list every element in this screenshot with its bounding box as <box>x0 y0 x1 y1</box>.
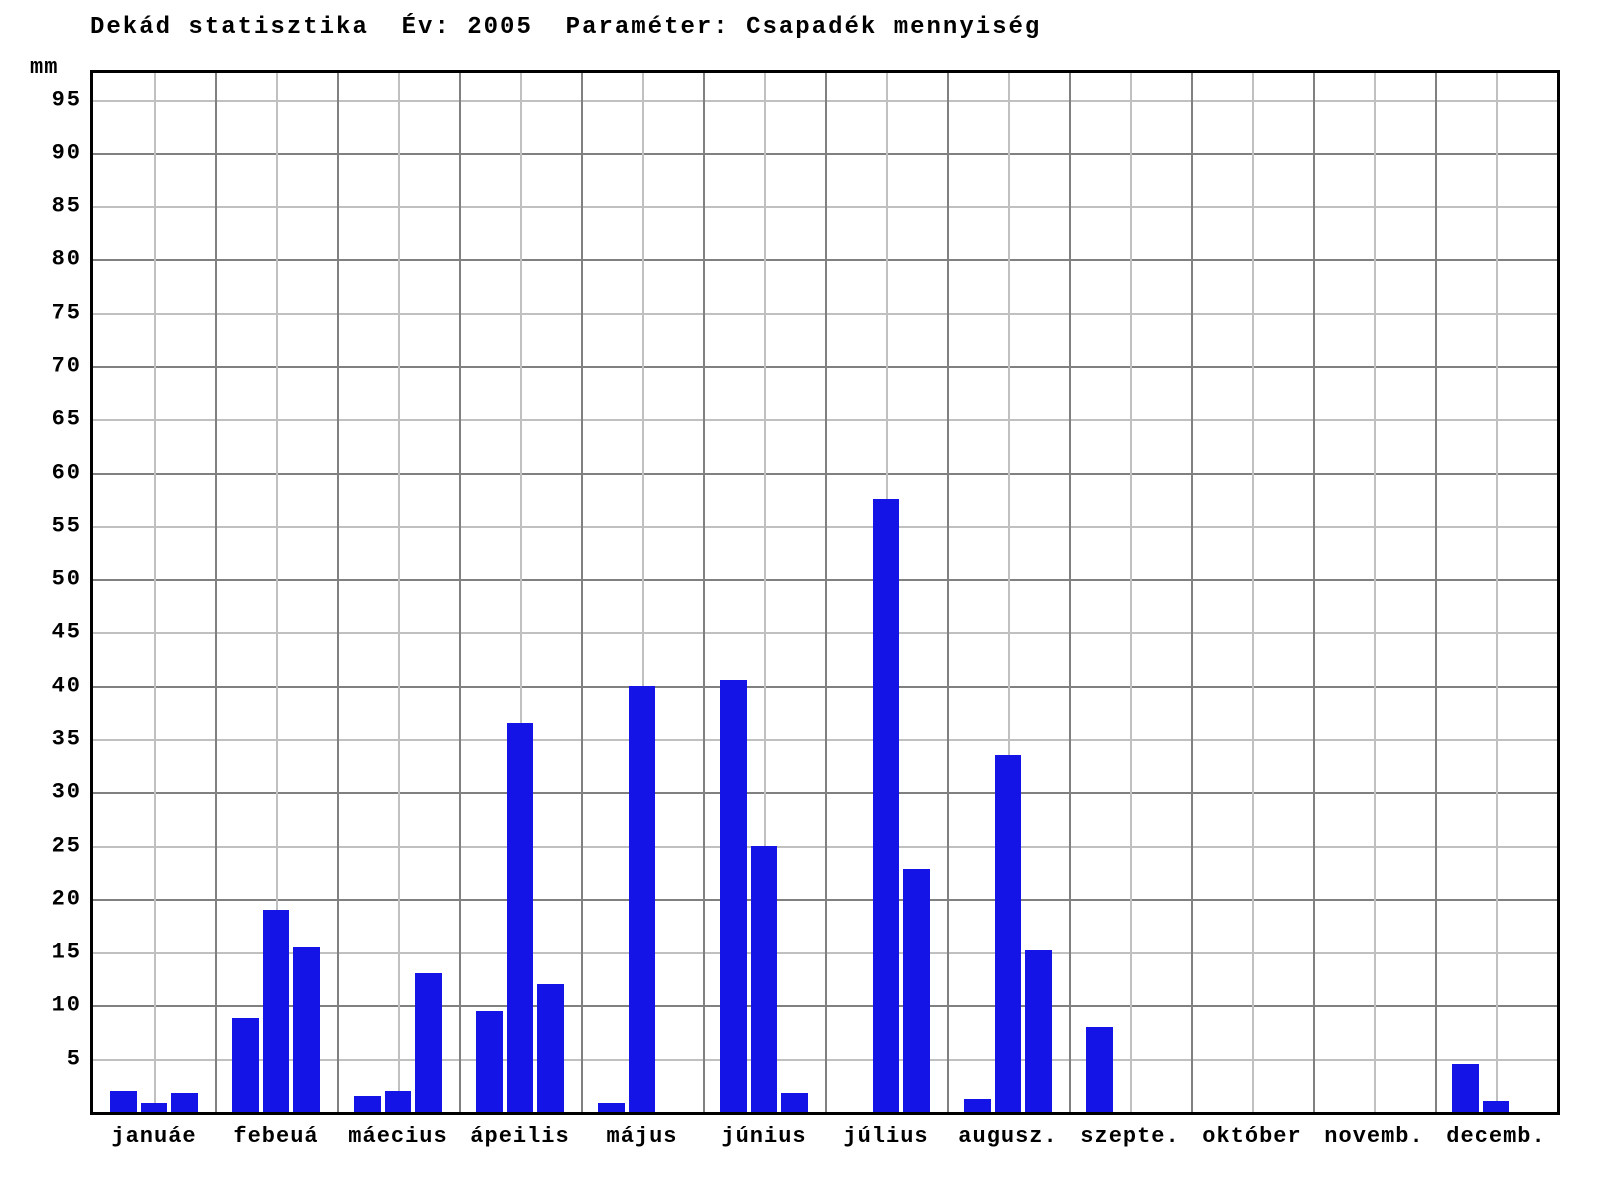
bar <box>995 755 1022 1112</box>
gridline-major-v <box>215 73 217 1112</box>
y-tick-label: 15 <box>4 940 82 965</box>
bar <box>232 1018 259 1112</box>
gridline-major-v <box>1313 73 1315 1112</box>
bar <box>110 1091 137 1112</box>
y-tick-label: 45 <box>4 620 82 645</box>
bar <box>385 1091 412 1112</box>
bar <box>263 910 290 1112</box>
gridline-major-v <box>825 73 827 1112</box>
x-tick-label: novemb. <box>1324 1124 1423 1149</box>
gridline-minor-v <box>1496 73 1498 1112</box>
y-tick-label: 80 <box>4 247 82 272</box>
y-tick-label: 70 <box>4 354 82 379</box>
y-tick-label: 50 <box>4 567 82 592</box>
bar <box>873 499 900 1112</box>
bar <box>964 1099 991 1112</box>
y-tick-label: 75 <box>4 300 82 325</box>
bar <box>171 1093 198 1112</box>
x-tick-label: szepte. <box>1080 1124 1179 1149</box>
gridline-major-v <box>337 73 339 1112</box>
y-tick-label: 90 <box>4 140 82 165</box>
gridline-minor-v <box>1252 73 1254 1112</box>
y-tick-label: 25 <box>4 833 82 858</box>
gridline-minor-v <box>154 73 156 1112</box>
y-tick-label: 35 <box>4 727 82 752</box>
x-tick-label: október <box>1202 1124 1301 1149</box>
y-tick-label: 5 <box>4 1046 82 1071</box>
bar <box>1452 1064 1479 1112</box>
x-tick-label: januáe <box>111 1124 196 1149</box>
x-tick-label: decemb. <box>1446 1124 1545 1149</box>
x-tick-label: június <box>721 1124 806 1149</box>
bar <box>1483 1101 1510 1112</box>
y-tick-label: 60 <box>4 460 82 485</box>
chart-title: Dekád statisztika Év: 2005 Paraméter: Cs… <box>90 14 1570 41</box>
x-tick-label: febeuá <box>233 1124 318 1149</box>
x-tick-label: augusz. <box>958 1124 1057 1149</box>
gridline-major-v <box>947 73 949 1112</box>
gridline-major-v <box>703 73 705 1112</box>
y-tick-label: 10 <box>4 993 82 1018</box>
gridline-major-v <box>1435 73 1437 1112</box>
bar <box>1025 950 1052 1112</box>
bar <box>751 846 778 1112</box>
bar <box>476 1011 503 1112</box>
gridline-major-v <box>1069 73 1071 1112</box>
bar <box>903 869 930 1112</box>
gridline-major-v <box>1191 73 1193 1112</box>
bar <box>507 723 534 1112</box>
bar <box>629 686 656 1112</box>
x-tick-label: máecius <box>348 1124 447 1149</box>
x-tick-label: ápeilis <box>470 1124 569 1149</box>
gridline-minor-v <box>1374 73 1376 1112</box>
bar <box>781 1093 808 1112</box>
bar <box>1086 1027 1113 1112</box>
gridline-major-v <box>459 73 461 1112</box>
bar <box>354 1096 381 1112</box>
y-tick-label: 30 <box>4 780 82 805</box>
bar <box>293 947 320 1112</box>
gridline-minor-v <box>1130 73 1132 1112</box>
y-axis-label: mm <box>30 55 58 80</box>
bar <box>415 973 442 1112</box>
y-tick-label: 65 <box>4 407 82 432</box>
bar <box>598 1103 625 1112</box>
gridline-minor-v <box>398 73 400 1112</box>
x-tick-label: május <box>606 1124 677 1149</box>
gridline-major-v <box>581 73 583 1112</box>
x-tick-label: július <box>843 1124 928 1149</box>
chart-plot-area <box>90 70 1560 1115</box>
y-tick-label: 40 <box>4 673 82 698</box>
y-tick-label: 55 <box>4 513 82 538</box>
y-tick-label: 20 <box>4 886 82 911</box>
bar <box>720 680 747 1112</box>
bar <box>537 984 564 1112</box>
y-tick-label: 85 <box>4 194 82 219</box>
y-tick-label: 95 <box>4 87 82 112</box>
bar <box>141 1103 168 1112</box>
